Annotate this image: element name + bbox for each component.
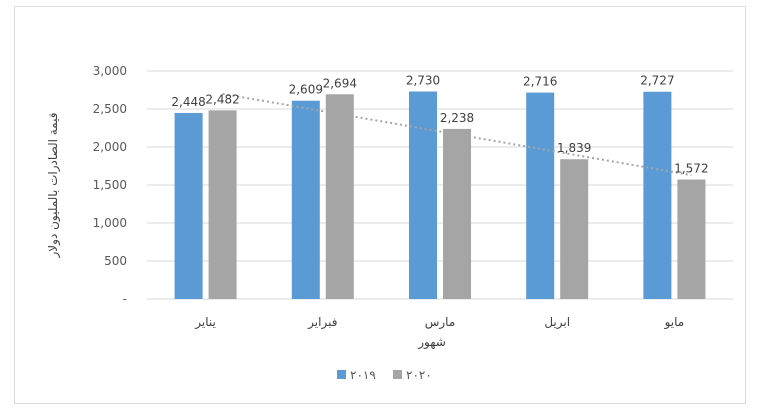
trendline-line — [222, 92, 692, 177]
data-label: 2,238 — [440, 111, 474, 125]
chart-frame: 2,448 2,482 2,609 2,694 2,730 2,238 2,716 1,839… — [14, 6, 746, 404]
data-label: 2,609 — [289, 83, 323, 97]
y-tick-label: - — [123, 292, 127, 306]
x-category-label: فبراير — [307, 315, 337, 330]
legend: ٢٠١٩ ٢٠٢٠ — [337, 368, 432, 382]
bar-1 — [291, 100, 320, 299]
data-label: 1,839 — [557, 141, 591, 155]
y-tick-label: 2,500 — [93, 102, 127, 116]
legend-label: ٢٠٢٠ — [406, 368, 432, 382]
x-category-label: يناير — [194, 315, 216, 330]
data-label: 1,572 — [674, 162, 708, 176]
legend-swatch — [337, 370, 346, 379]
x-category-label: ابريل — [544, 315, 570, 330]
y-tick-labels: - 500 1,000 1,500 2,000 2,500 3,000 — [93, 64, 127, 306]
data-labels: 2,448 2,482 2,609 2,694 2,730 2,238 2,716 1,839… — [171, 74, 708, 176]
y-tick-label: 1,500 — [93, 178, 127, 192]
x-axis-title: شهور — [417, 335, 446, 350]
legend-swatch — [393, 370, 402, 379]
gridlines — [147, 70, 733, 300]
bar-1 — [409, 91, 437, 300]
y-axis-title: قيمة الصادرات بالمليون دولار — [46, 113, 61, 259]
data-label: 2,694 — [323, 76, 357, 90]
y-tick-label: 3,000 — [93, 64, 127, 78]
bar-1 — [526, 92, 555, 299]
chart-svg: 2,448 2,482 2,609 2,694 2,730 2,238 2,716 1,839… — [46, 64, 733, 382]
bar-2 — [443, 128, 471, 299]
data-label: 2,727 — [640, 74, 674, 88]
y-tick-label: 2,000 — [93, 140, 127, 154]
bar-1 — [643, 91, 672, 299]
bar-2 — [208, 110, 237, 299]
bar-1 — [174, 112, 203, 300]
bar-2 — [677, 179, 706, 299]
data-label: 2,716 — [523, 75, 557, 89]
bars — [174, 91, 706, 300]
data-label: 2,448 — [171, 95, 205, 109]
bar-2 — [325, 94, 354, 299]
bar-2 — [560, 159, 589, 299]
data-label: 2,730 — [406, 74, 440, 88]
trendline — [222, 92, 692, 177]
x-category-labels: يناير فبراير مارس ابريل مايو — [194, 315, 684, 330]
y-tick-label: 1,000 — [93, 216, 127, 230]
x-category-label: مايو — [664, 315, 685, 330]
x-category-label: مارس — [425, 315, 456, 330]
y-tick-label: 500 — [104, 254, 127, 268]
legend-label: ٢٠١٩ — [350, 368, 376, 382]
data-label: 2,482 — [205, 92, 239, 106]
